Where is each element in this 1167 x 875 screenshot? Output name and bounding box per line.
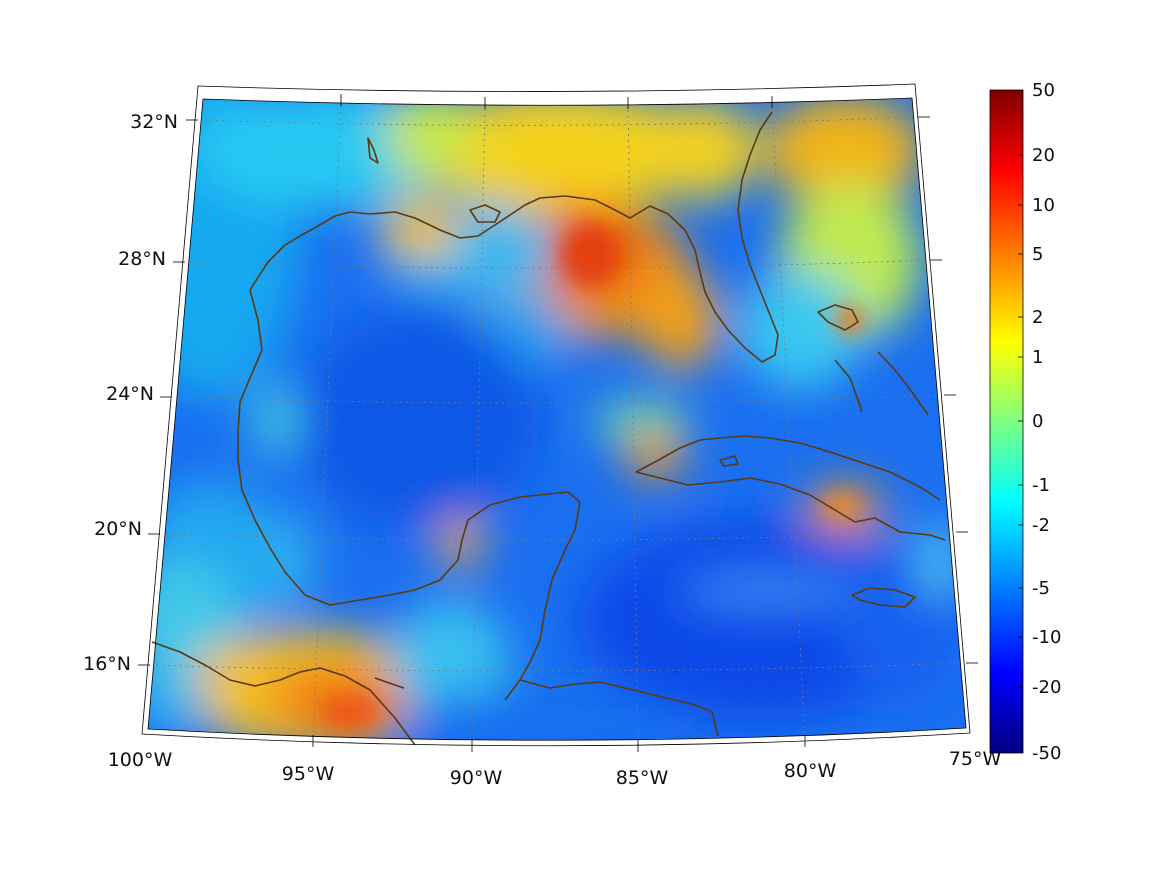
colorbar-tick-label: -2 [1032,515,1050,536]
graticule [149,99,966,741]
lat-label: 16°N [83,653,131,675]
colorbar-tick-label: -10 [1032,627,1061,648]
data-field [148,98,966,741]
lon-label: 75°W [949,748,1002,770]
lat-label: 24°N [106,383,154,405]
map-frame-ticks [138,94,978,752]
latitude-labels: 32°N 28°N 24°N 20°N 16°N [83,111,178,675]
colorbar-tick-label: 50 [1032,80,1055,101]
map-frame [141,83,971,747]
coastlines [151,111,946,746]
colorbar-ticks: 50 20 10 5 2 1 0 -1 -2 -5 -10 -20 -50 [1032,80,1061,764]
colorbar-tick-marks [1018,154,1023,688]
lon-label: 90°W [450,767,503,789]
longitude-labels: 100°W 95°W 90°W 85°W 80°W 75°W [108,748,1002,789]
colorbar-tick-label: 10 [1032,195,1055,216]
lon-label: 95°W [282,763,335,785]
lon-label: 100°W [108,749,173,771]
lon-label: 80°W [784,760,837,782]
colorbar-tick-label: -50 [1032,743,1061,764]
colorbar-tick-label: -20 [1032,677,1061,698]
colorbar-tick-label: 20 [1032,145,1055,166]
lat-label: 28°N [118,248,166,270]
lon-label: 85°W [616,767,669,789]
colorbar [989,89,1024,754]
colorbar-tick-label: 1 [1032,347,1043,368]
colorbar-tick-label: -5 [1032,578,1050,599]
lat-label: 20°N [94,518,142,540]
colorbar-tick-label: 2 [1032,307,1043,328]
colorbar-tick-label: 5 [1032,244,1043,265]
colorbar-tick-label: -1 [1032,475,1050,496]
colorbar-tick-label: 0 [1032,411,1043,432]
lat-label: 32°N [130,111,178,133]
